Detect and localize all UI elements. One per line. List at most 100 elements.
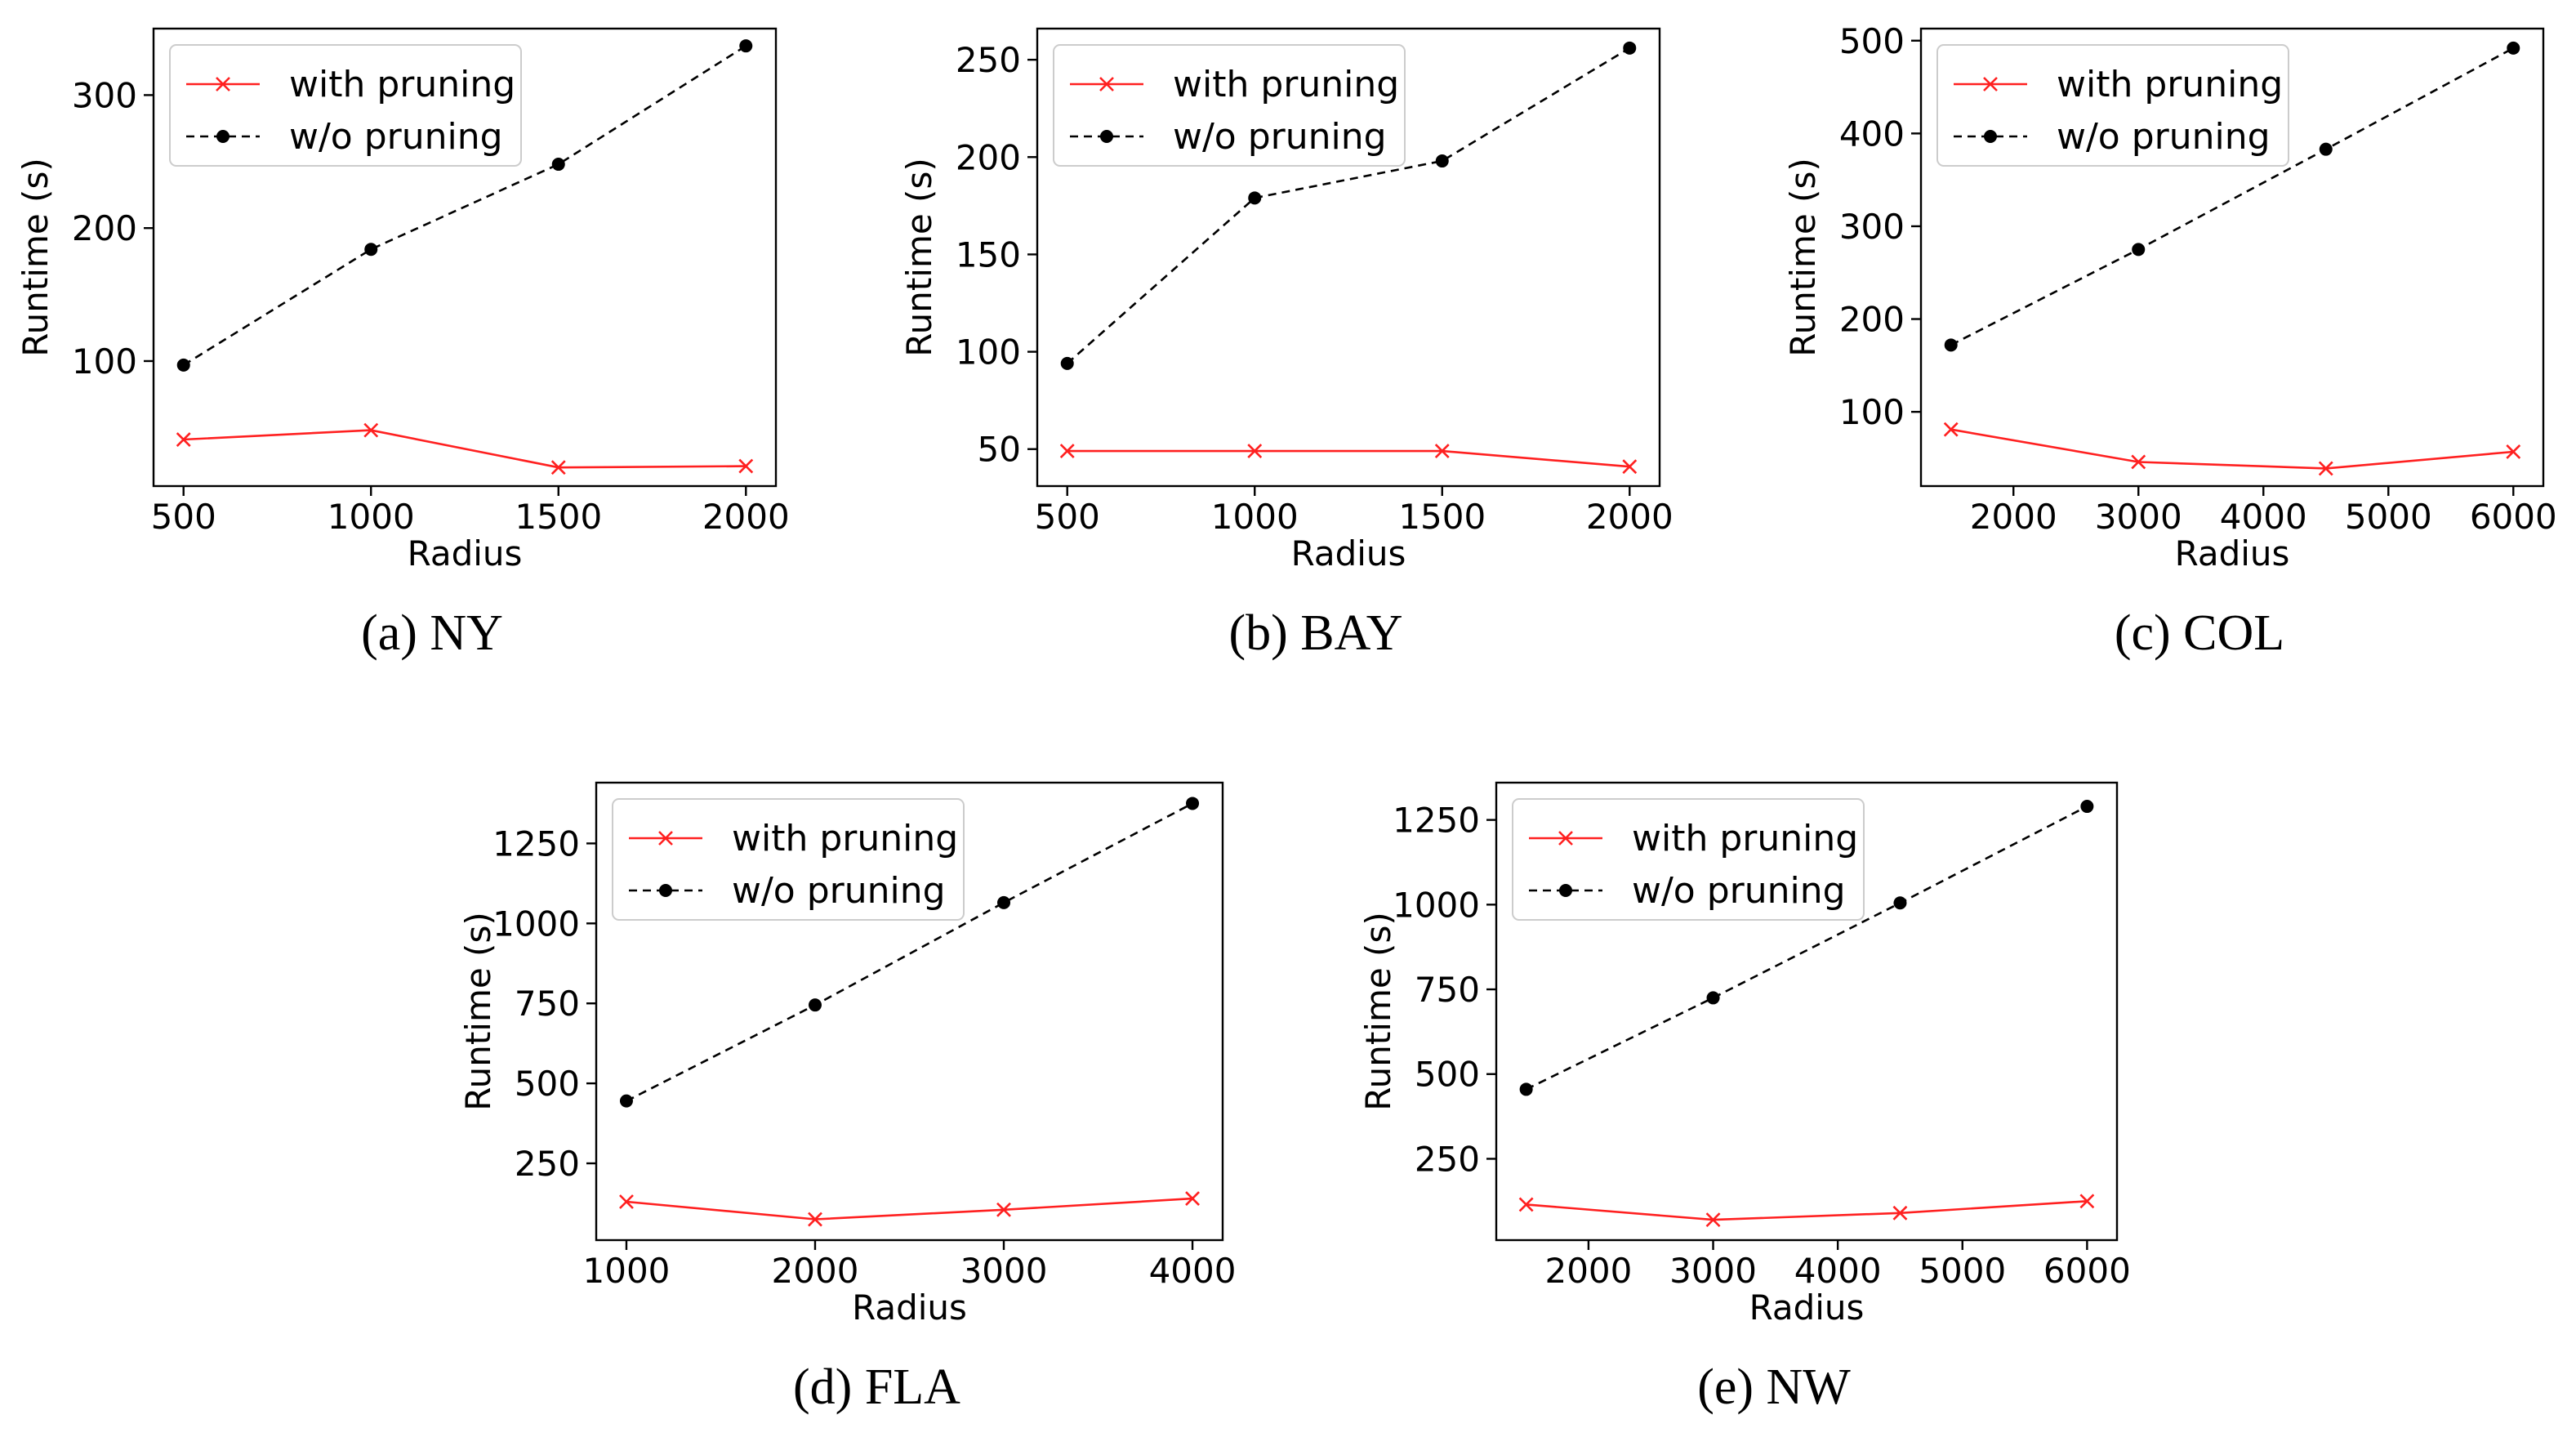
data-point-with-pruning [2506, 444, 2521, 459]
x-tick-label: 4000 [1149, 1251, 1237, 1291]
data-point-with-pruning [1705, 1212, 1721, 1228]
y-tick-label: 1000 [1393, 885, 1480, 925]
x-axis-label: Radius [1749, 1288, 1865, 1328]
y-tick-label: 1250 [492, 823, 580, 864]
x-tick-label: 1000 [1211, 497, 1299, 537]
x-marker [2079, 1194, 2095, 1209]
y-tick-label: 400 [1839, 114, 1905, 154]
series-line-with-pruning [183, 429, 747, 469]
x-marker [1622, 459, 1638, 475]
x-tick-label: 1500 [515, 497, 602, 537]
x-tick-label: 500 [151, 497, 216, 537]
x-axis-label: Radius [2175, 533, 2290, 573]
data-point-without-pruning [1435, 154, 1449, 168]
x-marker [1434, 444, 1450, 459]
y-tick-label: 500 [1415, 1055, 1480, 1095]
x-marker [1705, 1212, 1721, 1228]
data-point-with-pruning [176, 432, 191, 447]
series-line-without-pruning [1066, 47, 1630, 364]
legend-marker-with-pruning [658, 831, 673, 846]
x-axis-label: Radius [852, 1288, 967, 1328]
data-point-without-pruning [1944, 338, 1958, 352]
data-point-with-pruning [1247, 444, 1263, 459]
plot-frame [1919, 27, 2545, 488]
data-point-with-pruning [808, 1212, 822, 1227]
series-line-without-pruning [183, 45, 747, 367]
x-tick-label: 1500 [1398, 497, 1486, 537]
x-tick-label: 1000 [583, 1251, 671, 1291]
y-tick-label: 250 [515, 1144, 580, 1184]
data-point-without-pruning [739, 39, 753, 53]
x-axis-label: Radius [408, 533, 523, 573]
legend-marker-with-pruning [1558, 831, 1573, 846]
data-point-without-pruning [2080, 800, 2094, 814]
data-point-without-pruning [997, 895, 1011, 909]
data-point-without-pruning [176, 358, 190, 372]
x-tick-label: 1000 [328, 497, 415, 537]
legend-marker-without-pruning [1984, 130, 1997, 143]
legend-marker-with-pruning [1099, 77, 1114, 91]
x-marker [2131, 454, 2146, 470]
data-point-without-pruning [1248, 191, 1262, 205]
legend-marker-with-pruning [216, 77, 230, 91]
panel-caption: (b) BAY [1228, 605, 1402, 661]
series-line-with-pruning [1950, 428, 2514, 470]
y-tick-label: 200 [1839, 300, 1905, 340]
legend-label-without-pruning: w/o pruning [2057, 116, 2271, 158]
y-tick-label: 1250 [1393, 801, 1480, 841]
legend-label-with-pruning: with pruning [732, 818, 958, 859]
x-tick-label: 2000 [1544, 1251, 1632, 1291]
x-marker [550, 460, 566, 475]
x-axis-label: Radius [1291, 533, 1406, 573]
y-axis-label: Runtime (s) [899, 158, 939, 356]
series-line-without-pruning [1950, 47, 2514, 346]
chart-panel-4: 1000 2000 3000 4000 250 500 750 1000 1250 Radius R… [458, 781, 1237, 1415]
x-marker [1892, 1205, 1908, 1221]
data-point-with-pruning [2318, 461, 2333, 476]
data-point-without-pruning [619, 1094, 633, 1108]
data-point-with-pruning [1518, 1197, 1534, 1212]
legend-marker-without-pruning [659, 884, 672, 897]
series-line-without-pruning [1526, 805, 2088, 1091]
data-point-without-pruning [808, 998, 822, 1012]
data-point-without-pruning [1893, 896, 1907, 910]
series-line-with-pruning [626, 1197, 1193, 1221]
x-tick-label: 3000 [960, 1251, 1048, 1291]
x-marker [738, 458, 754, 474]
data-point-with-pruning [738, 458, 754, 474]
y-tick-label: 1000 [492, 904, 580, 944]
x-tick-label: 6000 [2470, 497, 2557, 537]
plot-frame [1495, 781, 2119, 1242]
x-tick-label: 2000 [772, 1251, 859, 1291]
plot-frame [595, 781, 1224, 1242]
x-tick-label: 2000 [702, 497, 790, 537]
x-marker [2506, 444, 2521, 459]
y-tick-label: 50 [978, 430, 1021, 470]
data-point-without-pruning [2132, 243, 2146, 257]
data-point-with-pruning [1892, 1205, 1908, 1221]
data-point-with-pruning [996, 1202, 1011, 1217]
x-tick-label: 3000 [1669, 1251, 1757, 1291]
y-tick-label: 150 [956, 234, 1021, 274]
legend-label-without-pruning: w/o pruning [1632, 870, 1846, 912]
data-point-with-pruning [619, 1194, 634, 1209]
legend-label-without-pruning: w/o pruning [1173, 116, 1387, 158]
series-line-without-pruning [626, 802, 1193, 1102]
data-point-without-pruning [1706, 991, 1720, 1005]
x-tick-label: 5000 [2345, 497, 2432, 537]
y-tick-label: 250 [1415, 1139, 1480, 1179]
legend-label-with-pruning: with pruning [1173, 64, 1399, 105]
data-point-with-pruning [550, 460, 566, 475]
y-tick-label: 750 [1415, 970, 1480, 1010]
chart-panel-2: 500 1000 1500 2000 50 100 150 200 250 Radius Runti… [899, 27, 1674, 661]
x-marker [2318, 461, 2333, 476]
panel-caption: (a) NY [361, 605, 503, 661]
legend-label-with-pruning: with pruning [1632, 818, 1858, 859]
legend-label-with-pruning: with pruning [2057, 64, 2283, 105]
data-point-without-pruning [1060, 356, 1074, 370]
data-point-without-pruning [551, 158, 565, 172]
y-tick-label: 200 [72, 208, 137, 248]
x-marker [1185, 1191, 1200, 1207]
plot-frame [152, 27, 778, 488]
data-point-without-pruning [1186, 797, 1200, 810]
